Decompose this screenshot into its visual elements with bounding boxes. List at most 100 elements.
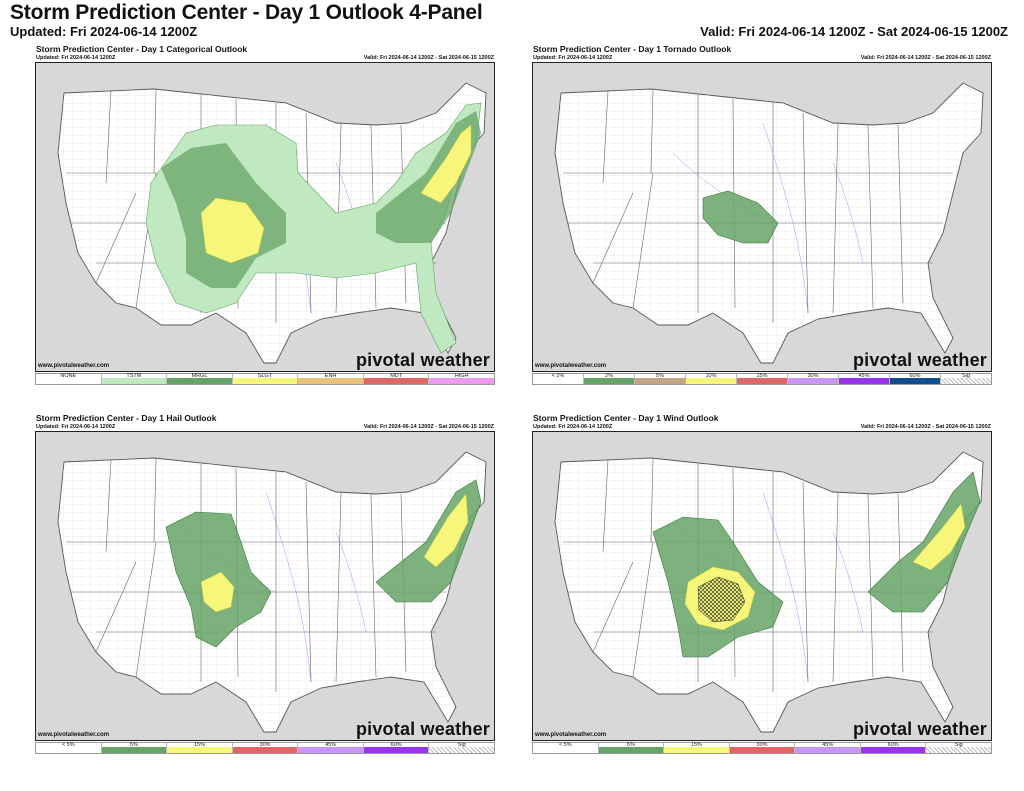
- legend-sig: Sig: [941, 373, 991, 384]
- legend-60: 60%: [890, 373, 941, 384]
- brand-logo: pivotal weather: [355, 719, 490, 739]
- legend-60-label: 60%: [887, 742, 899, 748]
- legend-15: 15%: [664, 742, 730, 753]
- legend-5-label: 5%: [129, 742, 138, 748]
- hail-map: www.pivotalweather.com pivotal weather: [35, 431, 495, 741]
- brand-logo: pivotal weather: [852, 350, 987, 370]
- page-updated: Updated: Fri 2024-06-14 1200Z: [10, 24, 198, 39]
- legend-60: 60%: [860, 742, 927, 753]
- panel-updated: Updated: Fri 2024-06-14 1200Z: [36, 424, 116, 430]
- legend-sig: Sig: [429, 742, 495, 753]
- legend-lt5-label: < 5%: [558, 742, 572, 748]
- legend-lt2: < 2%: [533, 373, 584, 384]
- brand-logo: pivotal weather: [852, 719, 987, 739]
- legend-none: NONE: [36, 373, 102, 384]
- panel-title: Storm Prediction Center - Day 1 Hail Out…: [36, 413, 217, 423]
- legend-60-label: 60%: [390, 742, 402, 748]
- hail-legend: < 5% 5% 15% 30% 45% 60% Sig: [35, 742, 495, 754]
- legend-slgt-label: SLGT: [257, 373, 273, 379]
- legend-lt5: < 5%: [36, 742, 102, 753]
- legend-sig-label: Sig: [457, 742, 466, 748]
- legend-lt2-label: < 2%: [551, 373, 565, 379]
- source-url: www.pivotalweather.com: [535, 363, 607, 369]
- wind-map-svg: [533, 432, 991, 740]
- legend-15-label: 15%: [690, 742, 702, 748]
- legend-5-label: 5%: [656, 373, 664, 379]
- legend-45-label: 45%: [822, 742, 834, 748]
- legend-5: 5%: [598, 742, 665, 753]
- legend-lt5: < 5%: [533, 742, 599, 753]
- slgt-area-east: [420, 124, 472, 204]
- panel-valid: Valid: Fri 2024-06-14 1200Z - Sat 2024-0…: [363, 424, 494, 430]
- legend-5: 5%: [635, 373, 686, 384]
- legend-high: HIGH: [429, 373, 495, 384]
- page-title: Storm Prediction Center - Day 1 Outlook …: [10, 1, 483, 24]
- legend-sig-label: Sig: [954, 742, 963, 748]
- legend-2: 2%: [584, 373, 635, 384]
- legend-30: 30%: [788, 373, 839, 384]
- legend-30-label: 30%: [259, 742, 271, 748]
- legend-45: 45%: [298, 742, 364, 753]
- hail-map-svg: [36, 432, 494, 740]
- hail-15-area: [200, 571, 235, 613]
- legend-60-label: 60%: [909, 373, 921, 379]
- legend-tstm: TSTM: [101, 373, 168, 384]
- tornado-legend: < 2% 2% 5% 10% 15% 30% 45% 60% Sig: [532, 373, 992, 385]
- source-url: www.pivotalweather.com: [535, 732, 607, 738]
- hail-15-area-east: [423, 493, 469, 568]
- legend-mdt-label: MDT: [390, 373, 403, 379]
- panel-valid: Valid: Fri 2024-06-14 1200Z - Sat 2024-0…: [860, 424, 991, 430]
- tor-2-area: [702, 190, 779, 244]
- legend-5: 5%: [101, 742, 168, 753]
- wind-outlook-panel: Storm Prediction Center - Day 1 Wind Out…: [532, 413, 992, 763]
- wind-5-area-east: [867, 471, 981, 613]
- legend-mrgl: MRGL: [167, 373, 233, 384]
- source-url: www.pivotalweather.com: [38, 732, 110, 738]
- panel-title: Storm Prediction Center - Day 1 Categori…: [36, 44, 248, 54]
- panel-valid: Valid: Fri 2024-06-14 1200Z - Sat 2024-0…: [363, 55, 494, 61]
- categorical-map: www.pivotalweather.com pivotal weather: [35, 62, 495, 372]
- legend-30-label: 30%: [756, 742, 768, 748]
- legend-30: 30%: [729, 742, 796, 753]
- panel-updated: Updated: Fri 2024-06-14 1200Z: [36, 55, 116, 61]
- wind-legend: < 5% 5% 15% 30% 45% 60% Sig: [532, 742, 992, 754]
- wind-map: www.pivotalweather.com pivotal weather: [532, 431, 992, 741]
- tornado-map: www.pivotalweather.com pivotal weather: [532, 62, 992, 372]
- legend-high-label: HIGH: [454, 373, 469, 379]
- legend-enh: ENH: [298, 373, 364, 384]
- page-valid: Valid: Fri 2024-06-14 1200Z - Sat 2024-0…: [700, 24, 1008, 39]
- slgt-area: [200, 197, 265, 264]
- legend-30: 30%: [232, 742, 299, 753]
- legend-sig: Sig: [926, 742, 992, 753]
- panel-updated: Updated: Fri 2024-06-14 1200Z: [533, 55, 613, 61]
- legend-tstm-label: TSTM: [126, 373, 142, 379]
- legend-5-label: 5%: [626, 742, 635, 748]
- legend-45-label: 45%: [858, 373, 870, 379]
- panel-title: Storm Prediction Center - Day 1 Wind Out…: [533, 413, 719, 423]
- legend-sig-label: Sig: [962, 373, 970, 379]
- legend-15-label: 15%: [756, 373, 768, 379]
- panel-valid: Valid: Fri 2024-06-14 1200Z - Sat 2024-0…: [860, 55, 991, 61]
- legend-slgt: SLGT: [232, 373, 299, 384]
- panel-title: Storm Prediction Center - Day 1 Tornado …: [533, 44, 732, 54]
- legend-10: 10%: [686, 373, 737, 384]
- categorical-legend: NONE TSTM MRGL SLGT ENH MDT HIGH: [35, 373, 495, 385]
- categorical-map-svg: [36, 63, 494, 371]
- legend-30-label: 30%: [807, 373, 819, 379]
- legend-15: 15%: [167, 742, 233, 753]
- categorical-outlook-panel: Storm Prediction Center - Day 1 Categori…: [35, 44, 495, 394]
- tornado-outlook-panel: Storm Prediction Center - Day 1 Tornado …: [532, 44, 992, 394]
- source-url: www.pivotalweather.com: [38, 363, 110, 369]
- legend-60: 60%: [363, 742, 430, 753]
- legend-45: 45%: [795, 742, 861, 753]
- legend-mdt: MDT: [363, 373, 430, 384]
- legend-lt5-label: < 5%: [61, 742, 75, 748]
- legend-45: 45%: [839, 373, 890, 384]
- legend-15-label: 15%: [193, 742, 205, 748]
- panel-updated: Updated: Fri 2024-06-14 1200Z: [533, 424, 613, 430]
- legend-mrgl-label: MRGL: [191, 373, 208, 379]
- wind-15-area-east: [912, 503, 966, 571]
- legend-none-label: NONE: [60, 373, 77, 379]
- tornado-map-svg: [533, 63, 991, 371]
- legend-45-label: 45%: [325, 742, 337, 748]
